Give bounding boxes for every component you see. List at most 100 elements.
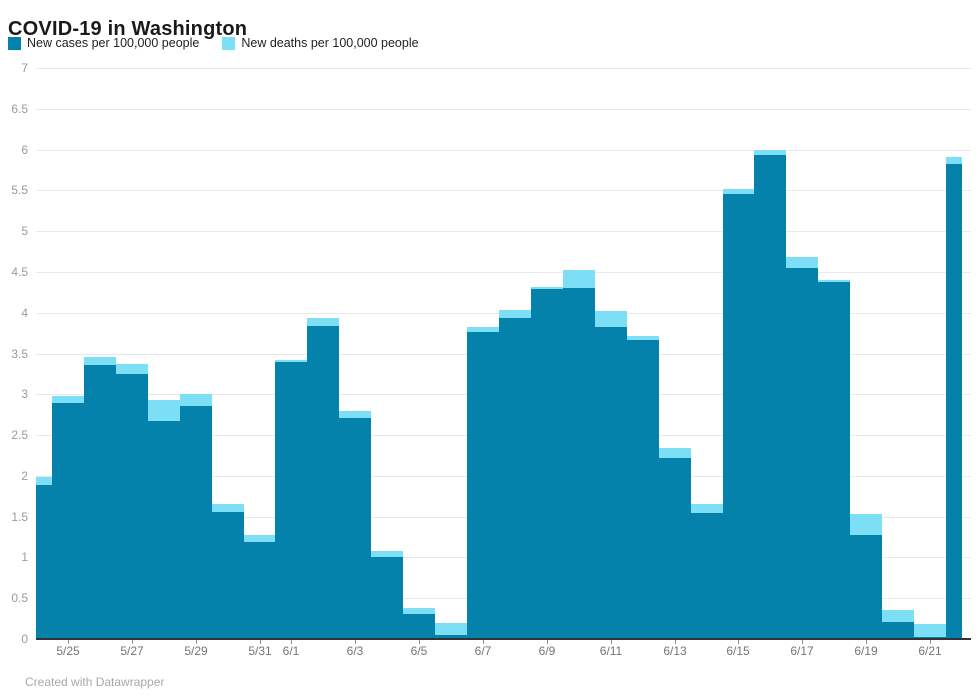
bar-segment-cases: [244, 542, 275, 639]
bar-segment-deaths: [307, 318, 339, 326]
bar-6/13[interactable]: [659, 448, 691, 639]
bar-6/10[interactable]: [563, 270, 595, 639]
x-axis-tick-mark: [930, 640, 931, 644]
bar-5/28[interactable]: [148, 400, 180, 639]
bar-segment-cases: [148, 421, 180, 639]
bar-6/12[interactable]: [627, 336, 659, 639]
y-axis-tick-label: 3: [21, 387, 28, 401]
bar-segment-cases: [691, 513, 723, 639]
legend-label-cases: New cases per 100,000 people: [27, 36, 200, 50]
bar-segment-cases: [403, 614, 435, 639]
bar-6/8[interactable]: [499, 310, 531, 639]
bar-segment-deaths: [212, 504, 244, 512]
bar-6/19[interactable]: [850, 514, 882, 639]
bar-6/3[interactable]: [339, 411, 371, 639]
y-axis-tick-label: 2: [21, 469, 28, 483]
x-axis-tick-mark: [738, 640, 739, 644]
bar-5/25[interactable]: [52, 396, 84, 639]
x-axis-tick-mark: [419, 640, 420, 644]
datawrapper-attribution-link[interactable]: Created with Datawrapper: [25, 675, 165, 689]
x-axis-line: [36, 638, 971, 640]
bar-segment-deaths: [818, 280, 850, 282]
bar-segment-deaths: [339, 411, 371, 418]
bar-segment-deaths: [786, 257, 818, 268]
bar-6/17[interactable]: [786, 257, 818, 639]
bar-6/9[interactable]: [531, 287, 563, 639]
bar-6/16[interactable]: [754, 150, 786, 639]
cases-color-swatch: [8, 36, 21, 50]
bar-segment-cases: [595, 327, 627, 639]
chart-title: COVID-19 in Washington: [8, 18, 248, 41]
bar-6/22[interactable]: [946, 157, 962, 639]
bar-segment-cases: [180, 406, 212, 639]
bar-6/1[interactable]: [275, 360, 307, 639]
bar-6/11[interactable]: [595, 311, 627, 639]
bar-segment-deaths: [371, 551, 403, 557]
y-axis-tick-label: 7: [21, 61, 28, 75]
bar-segment-deaths: [499, 310, 531, 318]
bar-6/2[interactable]: [307, 318, 339, 639]
x-axis-tick-label: 5/27: [120, 644, 144, 658]
bar-5/24[interactable]: [36, 477, 52, 639]
bar-segment-deaths: [659, 448, 691, 458]
x-axis-tick-label: 6/7: [474, 644, 492, 658]
x-axis-tick-mark: [291, 640, 292, 644]
bar-5/29[interactable]: [180, 394, 212, 639]
bar-segment-cases: [371, 557, 403, 639]
bar-segment-cases: [435, 635, 467, 639]
bar-segment-deaths: [627, 336, 659, 340]
bar-6/21[interactable]: [914, 624, 946, 639]
y-gridline: [36, 190, 971, 191]
bar-6/20[interactable]: [882, 610, 914, 639]
y-axis-tick-label: 0: [21, 632, 28, 646]
bar-segment-deaths: [691, 504, 723, 513]
bar-6/5[interactable]: [403, 608, 435, 639]
x-axis-tick-label: 6/11: [599, 644, 623, 658]
bar-segment-cases: [563, 288, 595, 639]
bar-segment-deaths: [52, 396, 84, 403]
x-axis-tick-mark: [355, 640, 356, 644]
bar-segment-cases: [531, 289, 563, 639]
bar-segment-cases: [659, 458, 691, 639]
x-axis-tick-mark: [132, 640, 133, 644]
bar-segment-cases: [850, 535, 882, 639]
deaths-color-swatch: [222, 36, 236, 50]
bar-segment-deaths: [563, 270, 595, 288]
bar-segment-deaths: [275, 360, 307, 362]
bar-segment-cases: [212, 512, 244, 639]
bar-6/6[interactable]: [435, 623, 467, 639]
bar-5/26[interactable]: [84, 357, 116, 639]
x-axis-tick-label: 5/25: [56, 644, 80, 658]
bar-segment-deaths: [723, 189, 754, 194]
bar-5/27[interactable]: [116, 364, 148, 639]
y-axis-tick-label: 4: [21, 306, 28, 320]
y-axis-tick-label: 5.5: [11, 183, 28, 197]
x-axis-tick-label: 6/1: [282, 644, 300, 658]
bar-segment-cases: [946, 164, 962, 639]
y-axis-tick-label: 2.5: [11, 428, 28, 442]
bar-6/15[interactable]: [723, 189, 754, 639]
y-axis-tick-label: 0.5: [11, 591, 28, 605]
x-axis-tick-label: 6/5: [410, 644, 428, 658]
bar-6/7[interactable]: [467, 327, 499, 639]
x-axis-tick-mark: [611, 640, 612, 644]
x-axis-tick-label: 5/29: [184, 644, 208, 658]
bar-segment-deaths: [148, 400, 180, 421]
legend-label-deaths: New deaths per 100,000 people: [241, 36, 419, 50]
x-axis-tick-label: 6/17: [790, 644, 814, 658]
bar-segment-cases: [36, 485, 52, 639]
legend: New cases per 100,000 people New deaths …: [8, 36, 442, 50]
bar-segment-deaths: [914, 624, 946, 637]
legend-item-deaths: New deaths per 100,000 people: [222, 36, 419, 50]
y-gridline: [36, 272, 971, 273]
bar-segment-deaths: [595, 311, 627, 327]
bar-segment-cases: [52, 403, 84, 639]
bar-6/18[interactable]: [818, 280, 850, 639]
bar-5/30[interactable]: [212, 504, 244, 639]
bar-segment-deaths: [180, 394, 212, 406]
bar-6/14[interactable]: [691, 504, 723, 639]
bar-6/4[interactable]: [371, 551, 403, 639]
bar-segment-deaths: [850, 514, 882, 535]
bar-5/31[interactable]: [244, 535, 275, 639]
bar-segment-cases: [307, 326, 339, 639]
